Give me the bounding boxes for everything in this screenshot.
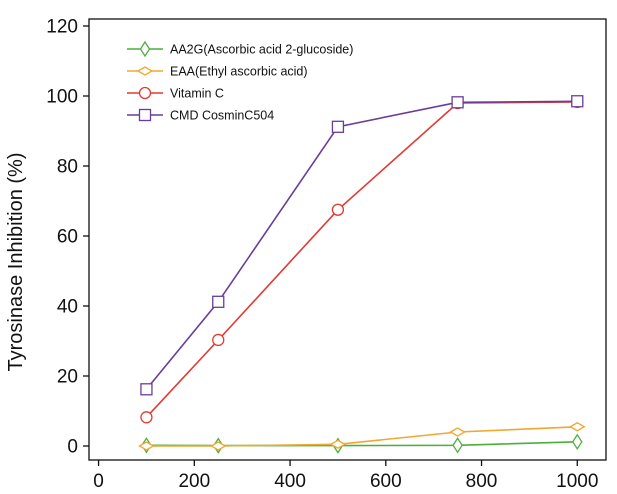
legend-marker — [138, 86, 152, 100]
data-point — [451, 96, 464, 109]
legend-item-3: CMD CosminC504 — [127, 109, 274, 123]
x-tick-label: 1000 — [556, 471, 598, 492]
data-point — [212, 295, 225, 308]
y-axis-label: Tyrosinase Inhibition (%) — [5, 153, 27, 372]
legend-label: AA2G(Ascorbic acid 2-glucoside) — [170, 43, 353, 57]
data-point — [568, 422, 586, 432]
data-point — [449, 427, 466, 437]
legend-label: Vitamin C — [170, 87, 224, 101]
legend-item-1: EAA(Ethyl ascorbic acid) — [127, 65, 308, 79]
data-point — [331, 203, 345, 216]
data-point — [209, 441, 227, 451]
legend-marker — [138, 108, 152, 122]
y-tick-label: 80 — [57, 157, 78, 178]
data-point — [329, 439, 347, 449]
data-point — [140, 411, 153, 424]
legend-item-2: Vitamin C — [127, 87, 224, 101]
series-2 — [140, 95, 584, 424]
plot-frame — [88, 18, 607, 461]
legend-item-0: AA2G(Ascorbic acid 2-glucoside) — [127, 40, 353, 58]
legend: AA2G(Ascorbic acid 2-glucoside) EAA(Ethyl… — [127, 40, 353, 123]
data-point — [138, 441, 155, 451]
series-line — [145, 100, 578, 390]
legend-label: EAA(Ethyl ascorbic acid) — [170, 65, 308, 79]
y-tick-label: 100 — [46, 87, 78, 108]
legend-label: CMD CosminC504 — [170, 109, 274, 123]
x-tick-label: 600 — [370, 471, 402, 492]
plot-area-border — [88, 18, 607, 461]
data-point — [571, 95, 584, 108]
data-point — [572, 433, 583, 451]
x-tick-label: 0 — [93, 471, 104, 492]
y-axis-ticks: 0 20 40 60 80 100 120 — [46, 17, 89, 458]
data-point — [140, 383, 153, 396]
series-3 — [140, 95, 584, 396]
series-line — [145, 101, 578, 418]
x-tick-label: 800 — [466, 471, 498, 492]
y-tick-label: 60 — [57, 227, 78, 248]
x-tick-label: 400 — [274, 471, 306, 492]
data-point — [212, 333, 225, 347]
data-point — [452, 437, 463, 454]
x-tick-label: 200 — [178, 471, 210, 492]
y-tick-label: 20 — [57, 367, 78, 388]
x-axis-ticks: 0 200 400 600 800 1000 — [93, 460, 598, 492]
y-tick-label: 40 — [57, 297, 78, 318]
y-tick-label: 0 — [67, 437, 78, 458]
series-group — [138, 95, 586, 454]
series-0 — [141, 433, 583, 454]
y-tick-label: 120 — [46, 17, 78, 38]
legend-marker — [139, 40, 151, 58]
series-1 — [138, 422, 586, 451]
data-point — [331, 120, 345, 133]
legend-marker — [136, 66, 154, 76]
